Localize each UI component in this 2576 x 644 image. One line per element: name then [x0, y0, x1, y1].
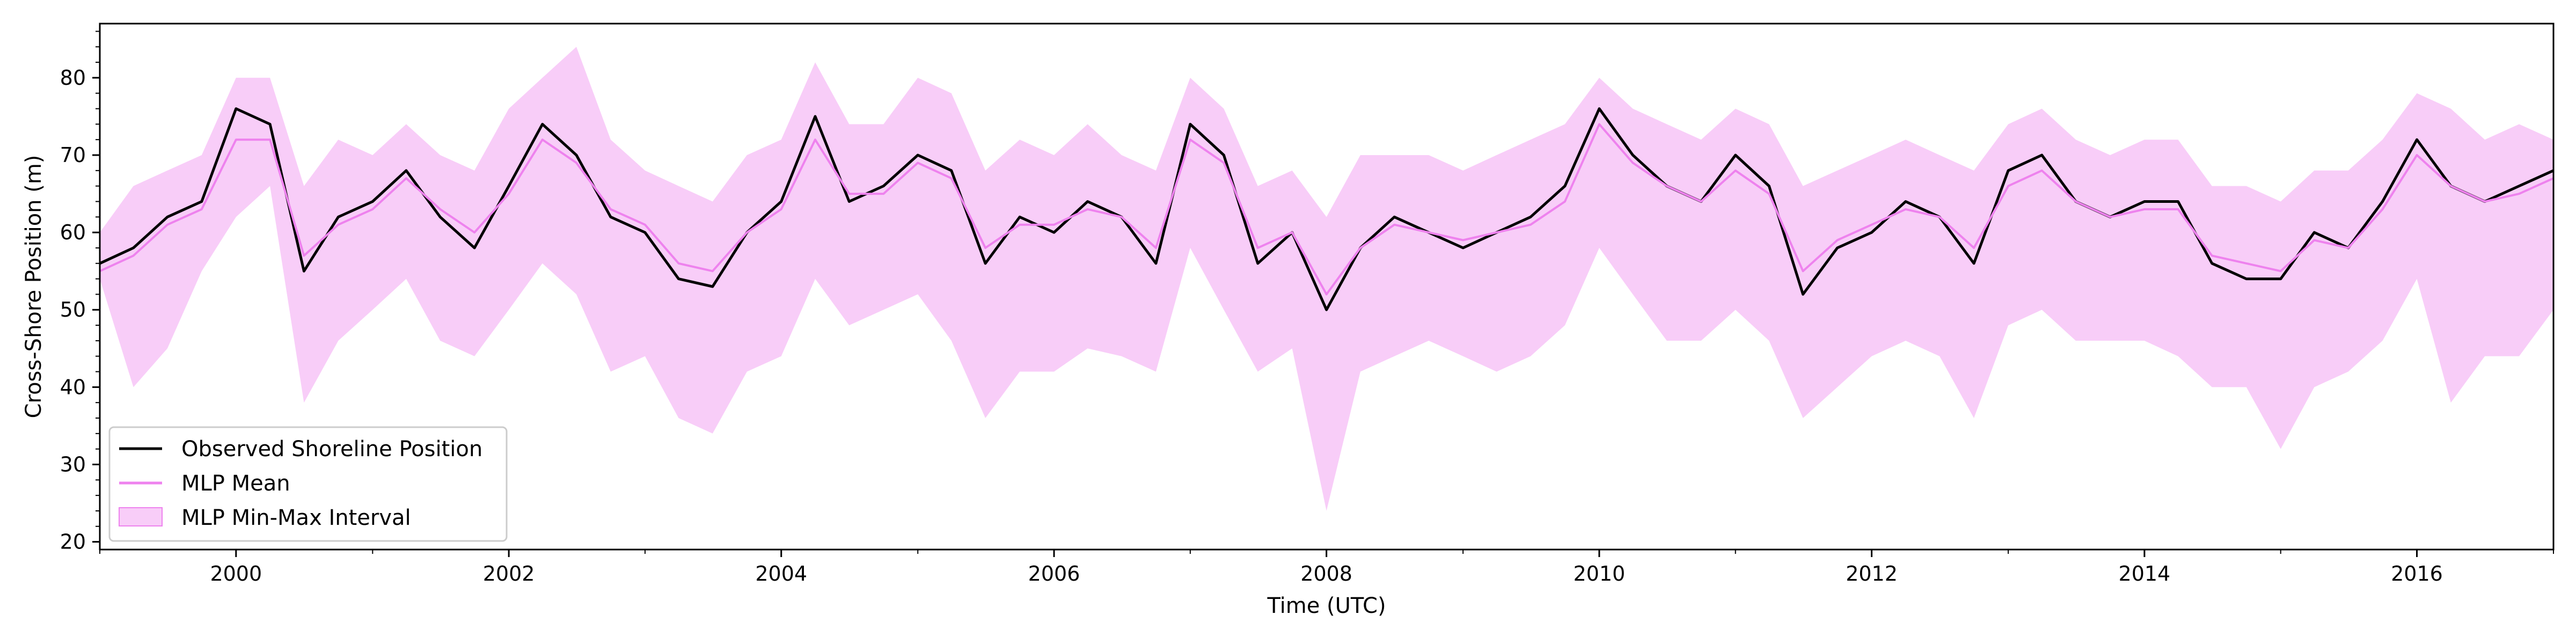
legend-swatch-band: [119, 507, 163, 526]
x-tick-label: 2000: [210, 562, 262, 586]
x-tick-label: 2016: [2391, 562, 2443, 586]
y-tick-label: 80: [60, 66, 86, 90]
x-tick-label: 2010: [1574, 562, 1626, 586]
y-tick-label: 70: [60, 143, 86, 167]
x-tick-label: 2002: [483, 562, 535, 586]
y-tick-label: 20: [60, 530, 86, 554]
x-tick-label: 2008: [1300, 562, 1352, 586]
y-axis: 20 30 40 50 60 70 80: [60, 31, 100, 554]
x-tick-label: 2014: [2119, 562, 2171, 586]
y-tick-label: 40: [60, 375, 86, 399]
legend-label-observed: Observed Shoreline Position: [181, 437, 482, 462]
x-tick-label: 2012: [1846, 562, 1898, 586]
series-line-mlp-mean: [99, 123, 2554, 296]
series-band-mlp-min-max: [100, 47, 2553, 511]
x-axis-title: Time (UTC): [1267, 594, 1386, 618]
plot-area: [99, 47, 2555, 511]
series-line-observed: [99, 107, 2555, 311]
x-tick-label: 2006: [1028, 562, 1080, 586]
y-tick-label: 50: [60, 298, 86, 321]
legend: Observed Shoreline Position MLP Mean MLP…: [108, 426, 508, 542]
y-tick-label: 30: [60, 452, 86, 476]
legend-label-band: MLP Min-Max Interval: [181, 506, 411, 530]
x-tick-label: 2004: [755, 562, 807, 586]
x-axis: 2000 2002 2004 2006 2008 2010 2012 2014 2016: [99, 550, 2554, 586]
y-tick-label: 60: [60, 221, 86, 244]
legend-box: [108, 426, 508, 542]
legend-label-mean: MLP Mean: [181, 471, 290, 496]
y-axis-title: Cross-Shore Position (m): [21, 155, 46, 419]
